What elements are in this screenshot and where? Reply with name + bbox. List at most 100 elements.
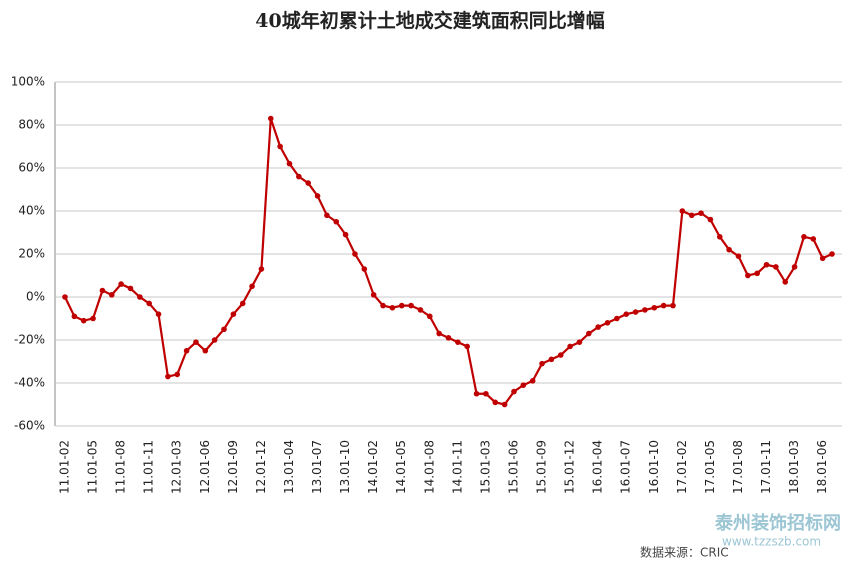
data-point (127, 285, 134, 292)
data-point (698, 210, 704, 216)
data-point (688, 212, 695, 219)
data-point (660, 302, 667, 309)
x-tick-label: 15.01-03 (478, 440, 492, 494)
data-point (352, 251, 358, 257)
data-point (464, 343, 471, 350)
x-tick-label: 17.01-11 (759, 440, 773, 494)
data-point (118, 281, 124, 287)
x-tick-label: 15.01-09 (535, 440, 549, 494)
data-point (791, 264, 798, 270)
watermark-url: www.tzzszb.com (722, 535, 821, 549)
data-point (829, 251, 835, 257)
data-point (165, 373, 171, 380)
x-tick-label: 17.01-05 (703, 440, 717, 494)
x-tick-label: 16.01-10 (647, 440, 661, 494)
data-point (408, 302, 414, 309)
data-point (529, 378, 536, 384)
x-tick-label: 13.01-04 (282, 440, 296, 494)
y-tick-label: -20% (14, 333, 45, 347)
data-point (735, 253, 742, 259)
data-point (183, 347, 190, 354)
data-point (773, 264, 779, 270)
data-point (333, 218, 340, 225)
x-tick-label: 11.01-05 (86, 440, 100, 494)
data-point (305, 180, 311, 186)
x-tick-label: 15.01-06 (506, 440, 520, 494)
data-point (670, 302, 676, 309)
data-point (230, 311, 237, 318)
data-point (426, 313, 433, 320)
data-point (342, 231, 349, 238)
x-tick-label: 12.01-09 (226, 440, 240, 494)
x-tick-label: 13.01-10 (338, 440, 352, 494)
x-tick-label: 14.01-05 (394, 440, 408, 494)
y-tick-label: -40% (14, 376, 45, 390)
data-point (679, 208, 686, 214)
data-point (782, 279, 789, 285)
data-point (745, 272, 751, 279)
data-point (108, 292, 115, 298)
data-point (595, 324, 601, 330)
data-point (483, 390, 489, 397)
data-point (324, 212, 330, 219)
x-tick-label: 11.01-08 (114, 440, 128, 494)
data-point (539, 360, 545, 367)
x-tick-label: 16.01-07 (619, 440, 633, 494)
data-point (221, 326, 227, 333)
data-point (90, 315, 96, 322)
data-point (389, 304, 396, 311)
x-tick-label: 17.01-08 (731, 440, 745, 494)
x-tick-label: 18.01-03 (787, 440, 801, 494)
x-tick-label: 15.01-12 (563, 440, 577, 494)
data-point (623, 311, 630, 318)
data-point (286, 160, 293, 167)
data-point (819, 255, 826, 262)
data-point (80, 317, 87, 324)
data-point (576, 339, 583, 345)
data-point (314, 193, 321, 199)
y-tick-label: -60% (14, 419, 45, 433)
x-tick-label: 12.01-12 (254, 440, 268, 494)
x-tick-label: 11.01-11 (142, 440, 156, 494)
x-tick-label: 16.01-04 (591, 440, 605, 494)
data-point (632, 309, 639, 315)
data-point (370, 292, 377, 298)
y-tick-label: 80% (18, 118, 45, 132)
data-point (726, 246, 732, 253)
data-point (548, 356, 555, 363)
data-point (763, 261, 770, 268)
data-point (586, 330, 592, 337)
data-point (277, 143, 283, 150)
data-point (520, 382, 527, 388)
data-point (614, 315, 620, 322)
data-point (239, 300, 246, 307)
data-point (398, 302, 405, 309)
data-point (511, 388, 517, 395)
data-point (380, 302, 386, 309)
data-point (445, 335, 452, 341)
chart-title: 40城年初累计土地成交建筑面积同比增幅 (255, 9, 604, 32)
x-tick-label: 14.01-02 (366, 440, 380, 494)
data-point (71, 313, 78, 320)
data-point (801, 234, 807, 240)
y-tick-label: 0% (26, 290, 45, 304)
data-point (810, 236, 817, 242)
data-point (436, 330, 442, 337)
x-tick-label: 13.01-07 (310, 440, 324, 494)
y-tick-label: 20% (18, 247, 45, 261)
x-tick-label: 18.01-06 (815, 440, 829, 494)
source-note: 数据来源：CRIC (640, 545, 729, 560)
data-point (501, 401, 508, 408)
data-point (202, 347, 209, 354)
data-point (361, 266, 368, 272)
data-point (754, 270, 760, 277)
data-point (642, 307, 648, 313)
x-tick-label: 12.01-03 (170, 440, 184, 494)
watermark: 泰州装饰招标网 (714, 512, 841, 534)
x-tick-label: 11.01-02 (58, 440, 72, 494)
data-point (455, 339, 461, 345)
data-point (174, 371, 181, 378)
y-tick-label: 100% (11, 75, 45, 89)
data-point (473, 390, 480, 397)
